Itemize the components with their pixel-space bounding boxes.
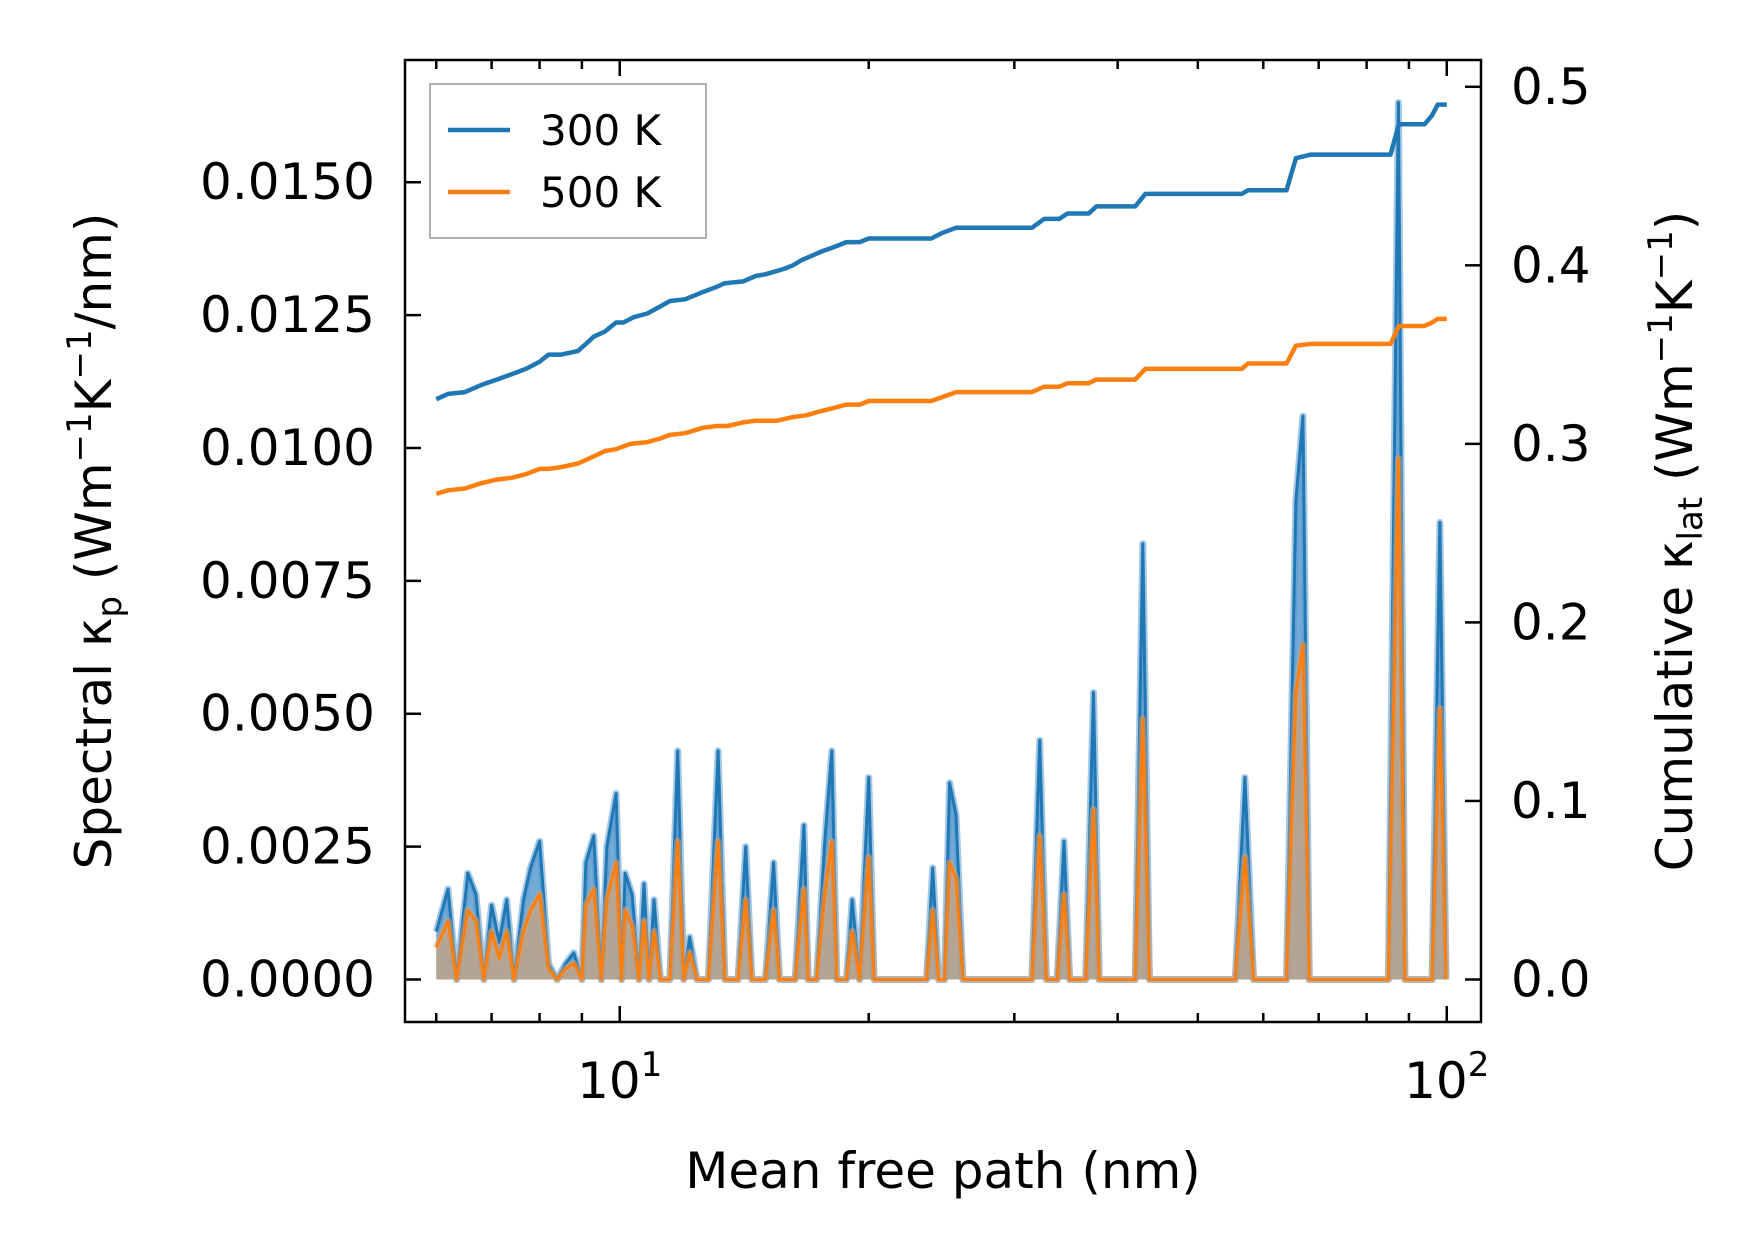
legend-label-500k: 500 K bbox=[540, 168, 663, 217]
y-left-tick-label: 0.0075 bbox=[200, 552, 375, 610]
y-left-tick-label: 0.0025 bbox=[200, 818, 375, 876]
legend-box bbox=[429, 83, 707, 239]
y-right-tick-label: 0.1 bbox=[1511, 772, 1591, 830]
cumulative-line-500k bbox=[435, 316, 1447, 497]
y-right-axis-label: Cumulative κlat (Wm−1K−1) bbox=[1641, 211, 1711, 871]
y-right-tick-label: 0.2 bbox=[1511, 593, 1591, 651]
axis-ticks bbox=[405, 60, 1481, 1022]
plot-area bbox=[432, 99, 1450, 983]
y-right-tick-label: 0.4 bbox=[1511, 236, 1591, 294]
y-left-tick-label: 0.0150 bbox=[200, 153, 375, 211]
y-right-tick-label: 0.0 bbox=[1511, 951, 1591, 1009]
spectral-area-500k bbox=[436, 458, 1446, 980]
x-tick-label: 102 bbox=[1404, 1045, 1489, 1110]
x-tick-label: 101 bbox=[577, 1045, 662, 1110]
axis-tick-labels: 0.00000.00250.00500.00750.01000.01250.01… bbox=[200, 58, 1590, 1110]
y-left-axis-label: Spectral κp (Wm−1K−1/nm) bbox=[60, 213, 130, 870]
cumulative-lines bbox=[435, 102, 1447, 497]
axes-frame bbox=[403, 58, 1483, 1024]
y-right-tick-label: 0.5 bbox=[1511, 58, 1591, 116]
legend-label-300k: 300 K bbox=[540, 106, 663, 155]
spectral-line-500k bbox=[434, 457, 1448, 981]
x-axis-label: Mean free path (nm) bbox=[685, 1142, 1201, 1200]
y-right-tick-label: 0.3 bbox=[1511, 415, 1591, 473]
spectral-lines bbox=[432, 99, 1450, 983]
y-left-tick-label: 0.0000 bbox=[200, 950, 375, 1008]
y-left-tick-label: 0.0050 bbox=[200, 685, 375, 743]
cumulative-line-300k bbox=[435, 102, 1447, 402]
legend: 300 K 500 K bbox=[429, 83, 707, 239]
y-left-tick-label: 0.0125 bbox=[200, 286, 375, 344]
y-left-tick-label: 0.0100 bbox=[200, 419, 375, 477]
